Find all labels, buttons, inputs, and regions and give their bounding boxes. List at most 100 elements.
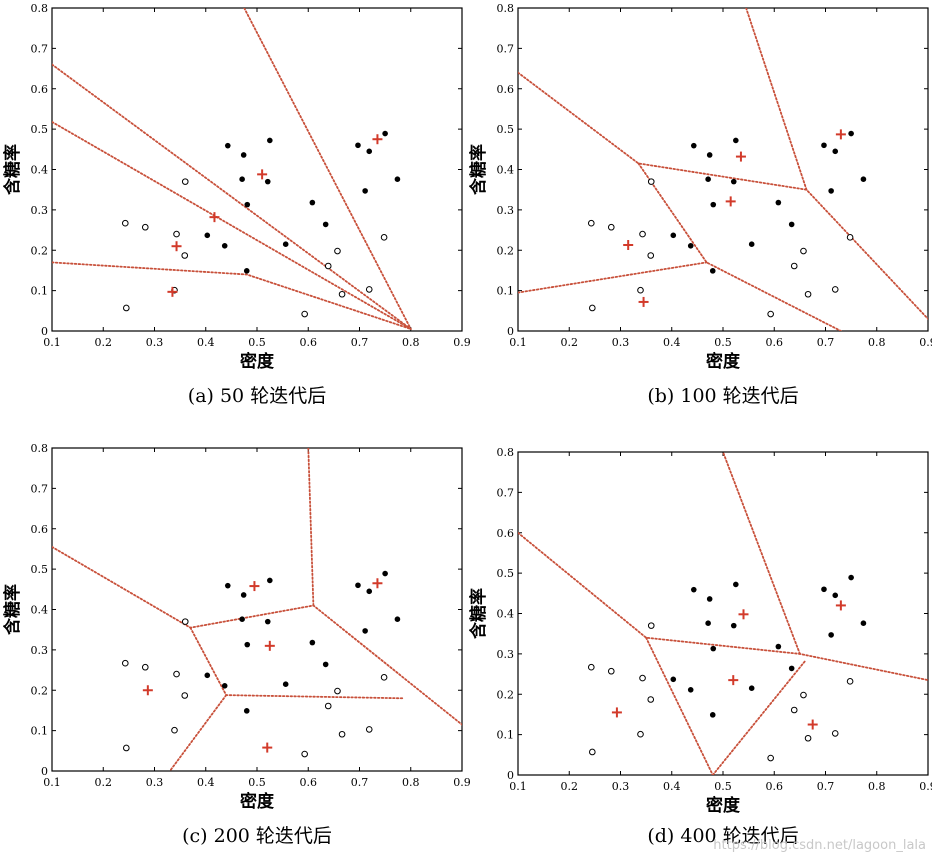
panel-caption: (d) 400 轮迭代后 — [647, 825, 798, 847]
point-filled — [282, 681, 289, 687]
point-open — [338, 290, 346, 298]
point-filled — [239, 176, 245, 182]
point-filled — [730, 178, 737, 185]
prototype-marker — [725, 196, 736, 207]
plot-frame — [51, 7, 463, 332]
point-filled — [267, 577, 273, 584]
cluster-boundary — [243, 8, 412, 330]
cluster-boundary — [745, 8, 808, 191]
point-filled — [670, 232, 677, 239]
y-tick-label: 0 — [507, 325, 514, 338]
y-tick-label: 0 — [41, 325, 48, 338]
y-tick-label: 0.8 — [497, 2, 515, 15]
cluster-boundary — [168, 694, 228, 771]
y-tick-label: 0.5 — [31, 123, 49, 136]
prototype-marker — [623, 240, 634, 251]
point-open — [123, 744, 130, 752]
chart-panel-2: 0.1 0.2 0.3 0.4 0.5 0.6 0.7 0.8 0.900.10.20.30.4… — [2, 442, 471, 847]
point-open — [804, 734, 812, 742]
y-tick-label: 0.5 — [497, 567, 515, 580]
point-open — [846, 678, 854, 685]
point-filled — [821, 142, 827, 149]
prototype-marker — [249, 581, 260, 592]
prototype-marker — [257, 169, 268, 180]
y-tick-label: 0.4 — [31, 164, 49, 177]
point-filled — [282, 241, 289, 247]
point-open — [831, 730, 839, 737]
point-open — [380, 674, 388, 681]
point-filled — [828, 188, 834, 194]
point-filled — [690, 142, 697, 149]
x-tick-label: 0.6 — [300, 336, 318, 349]
point-filled — [848, 574, 854, 581]
y-tick-label: 0.6 — [31, 83, 49, 96]
point-filled — [690, 586, 697, 593]
x-tick-label: 0.4 — [197, 336, 215, 349]
point-filled — [362, 188, 368, 194]
x-tick-label: 0.5 — [248, 776, 266, 789]
point-filled — [244, 201, 251, 208]
y-tick-label: 0.7 — [31, 482, 49, 495]
prototype-marker — [262, 742, 273, 753]
y-tick-label: 0.6 — [31, 523, 49, 536]
cluster-boundary — [645, 636, 714, 775]
x-tick-label: 0.1 — [509, 780, 527, 793]
y-tick-label: 0.7 — [31, 42, 49, 55]
point-filled — [832, 148, 839, 155]
y-tick-label: 0.6 — [497, 83, 515, 96]
point-open — [181, 618, 189, 625]
point-open — [121, 659, 129, 667]
point-open — [800, 691, 807, 699]
point-filled — [240, 152, 247, 158]
point-filled — [730, 622, 737, 629]
point-filled — [710, 645, 717, 652]
point-open — [365, 726, 373, 733]
y-tick-label: 0 — [507, 769, 514, 782]
point-filled — [366, 588, 373, 595]
x-tick-label: 0.1 — [43, 776, 61, 789]
cluster-boundary — [52, 121, 412, 330]
cluster-boundary — [189, 626, 405, 700]
prototype-marker — [209, 212, 220, 223]
point-filled — [748, 685, 755, 691]
point-open — [637, 730, 644, 738]
point-filled — [366, 148, 373, 155]
x-tick-label: 0.4 — [197, 776, 215, 789]
point-open — [380, 234, 388, 241]
y-tick-label: 0.8 — [497, 446, 515, 459]
point-filled — [322, 221, 329, 228]
point-open — [171, 726, 178, 734]
x-tick-label: 0.6 — [766, 336, 784, 349]
point-open — [587, 663, 595, 671]
point-filled — [733, 581, 739, 588]
point-open — [123, 304, 130, 312]
y-tick-label: 0.2 — [31, 684, 49, 697]
point-open — [647, 622, 655, 629]
chart-panel-0: 0.1 0.2 0.3 0.4 0.5 0.6 0.7 0.8 0.900.10.20.30.4… — [2, 2, 471, 407]
prototype-marker — [835, 129, 846, 140]
point-filled — [860, 176, 867, 182]
point-open — [607, 223, 615, 231]
point-filled — [309, 639, 316, 646]
point-open — [846, 234, 854, 241]
point-filled — [733, 137, 739, 144]
prototype-marker — [372, 578, 383, 589]
point-filled — [788, 221, 795, 228]
point-filled — [394, 176, 401, 182]
x-tick-label: 0.7 — [351, 776, 369, 789]
x-tick-label: 0.5 — [248, 336, 266, 349]
x-tick-label: 0.8 — [402, 776, 420, 789]
y-tick-label: 0.5 — [31, 563, 49, 576]
point-filled — [221, 243, 228, 249]
point-filled — [828, 632, 834, 638]
cluster-boundary — [52, 261, 412, 330]
point-filled — [687, 687, 694, 693]
x-tick-label: 0.7 — [351, 336, 369, 349]
x-tick-label: 0.1 — [43, 336, 61, 349]
point-open — [334, 687, 341, 695]
point-filled — [204, 232, 211, 239]
y-axis-label: 含糖率 — [2, 584, 23, 635]
point-open — [181, 178, 189, 185]
point-open — [767, 310, 774, 318]
